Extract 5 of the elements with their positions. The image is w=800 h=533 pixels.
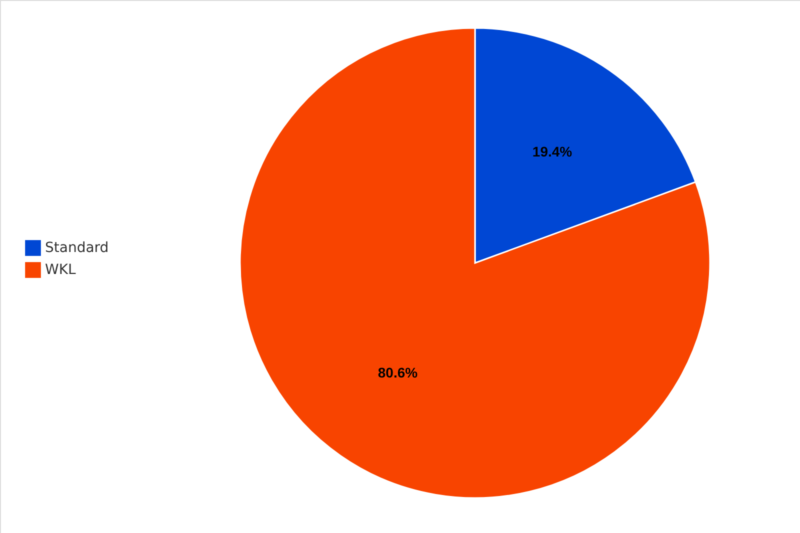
data-label: 19.4% — [532, 143, 573, 160]
pie-slice — [239, 27, 711, 499]
legend-label: WKL — [45, 262, 76, 278]
legend-label: Standard — [45, 240, 109, 256]
data-label: 80.6% — [378, 364, 418, 381]
